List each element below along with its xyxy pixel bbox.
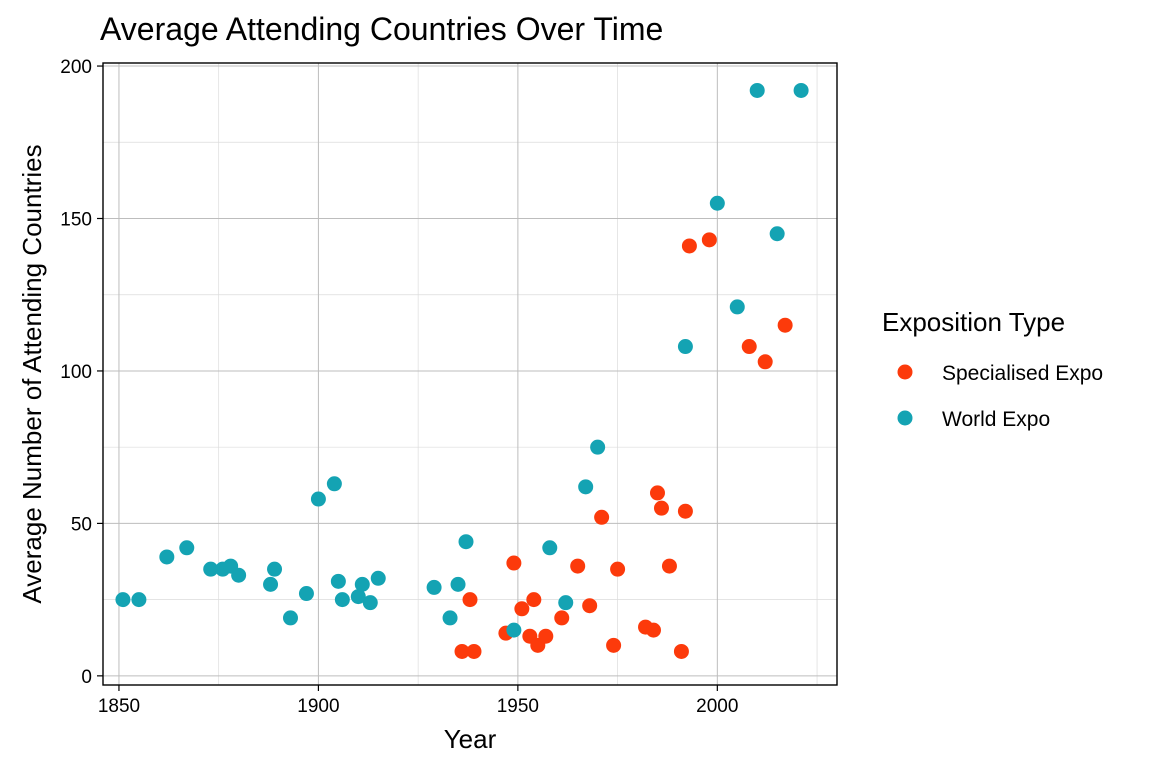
point-world-expo [326,476,342,492]
x-tick-label: 1900 [297,696,339,717]
point-specialised-expo [454,643,470,659]
point-world-expo [203,561,219,577]
grid-major [103,63,837,685]
point-world-expo [450,576,466,592]
point-specialised-expo [610,561,626,577]
point-world-expo [298,586,314,602]
grid-minor [103,63,837,685]
point-world-expo [426,579,442,595]
point-specialised-expo [646,622,661,638]
point-world-expo [458,534,474,550]
point-specialised-expo [673,643,689,659]
point-world-expo [310,491,326,507]
point-specialised-expo [594,509,610,525]
point-specialised-expo [506,555,522,571]
point-world-expo [442,610,458,626]
y-tick-label: 0 [81,667,92,688]
point-world-expo [709,195,725,211]
y-axis-label: Average Number of Attending Countries [17,144,47,603]
point-world-expo [590,439,606,455]
point-specialised-expo [538,628,554,644]
point-world-expo [354,576,370,592]
point-world-expo [729,299,745,315]
x-tick-label: 2000 [696,696,738,717]
point-world-expo [231,567,247,583]
legend-key-specialised-expo [897,364,913,380]
point-specialised-expo [777,317,793,333]
point-world-expo [159,549,175,565]
point-specialised-expo [681,238,697,254]
y-tick-label: 100 [60,362,92,383]
legend-title: Exposition Type [882,307,1065,337]
x-tick-label: 1850 [98,696,140,717]
point-specialised-expo [606,637,622,653]
point-world-expo [362,595,378,611]
x-tick-label: 1950 [497,696,539,717]
point-world-expo [769,226,785,242]
point-world-expo [334,592,350,608]
point-world-expo [267,561,283,577]
point-specialised-expo [514,601,530,617]
y-tick-label: 200 [60,57,92,78]
panel-border [102,62,838,686]
point-world-expo [131,592,147,608]
legend: Exposition Type Specialised Expo World E… [882,307,1103,431]
tick-labels: 1850 1900 1950 2000 0 50 100 150 200 [60,57,738,717]
point-world-expo [330,573,346,589]
data-points [115,82,809,659]
point-world-expo [350,589,366,605]
point-world-expo [506,622,522,638]
point-specialised-expo [661,558,677,574]
point-specialised-expo [582,598,598,614]
x-axis-label: Year [444,724,497,754]
point-specialised-expo [526,592,542,608]
point-world-expo [749,82,765,98]
point-specialised-expo [462,592,478,608]
point-world-expo [677,339,693,355]
point-specialised-expo [677,503,693,519]
point-world-expo [578,479,594,495]
point-world-expo [793,82,809,98]
axis-ticks [97,65,718,691]
legend-label-world-expo: World Expo [942,408,1050,431]
point-specialised-expo [570,558,586,574]
point-specialised-expo [701,232,717,248]
point-world-expo [542,540,558,556]
point-world-expo [179,540,195,556]
point-world-expo [370,570,386,586]
legend-label-specialised-expo: Specialised Expo [942,362,1103,385]
point-specialised-expo [554,610,570,626]
point-world-expo [263,576,279,592]
point-world-expo [558,595,574,611]
point-specialised-expo [466,643,482,659]
chart-title: Average Attending Countries Over Time [100,11,663,47]
y-tick-label: 50 [71,514,92,535]
legend-key-world-expo [897,410,913,426]
point-world-expo [282,610,298,626]
point-specialised-expo [757,354,773,370]
point-specialised-expo [741,339,757,355]
point-specialised-expo [649,485,665,501]
y-tick-label: 150 [60,210,92,231]
point-world-expo [115,592,131,608]
point-specialised-expo [653,500,669,516]
